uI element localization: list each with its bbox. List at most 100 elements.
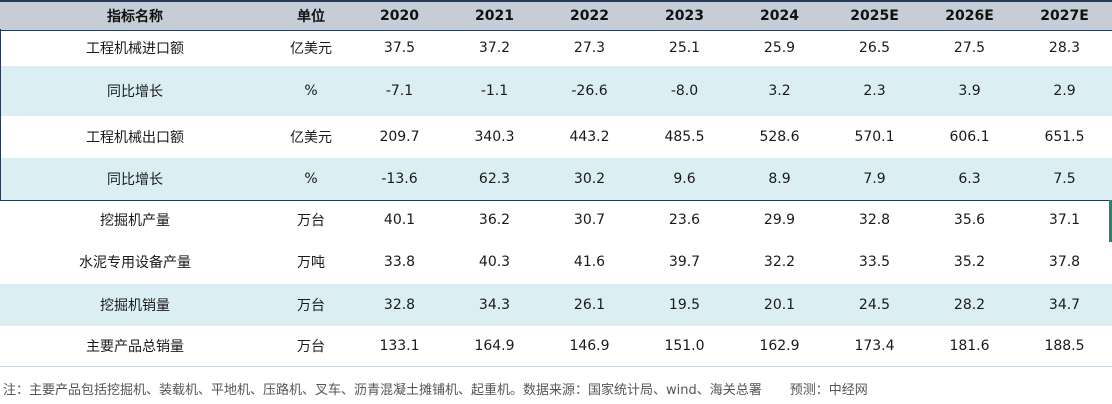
cell-value: 26.1 <box>573 297 606 313</box>
cell-value: 7.5 <box>1017 158 1112 201</box>
cell-value: 606.1 <box>949 129 990 145</box>
data-table-container: 指标名称 单位 2020 2021 2022 2023 2024 2025E 2… <box>0 0 1112 367</box>
cell-value: -1.1 <box>480 83 509 99</box>
footnote-source: 注：主要产品包括挖掘机、装载机、平地机、压路机、叉车、沥青混凝土摊铺机、起重机。… <box>3 383 762 398</box>
cell-value: 2.3 <box>863 83 886 99</box>
cell-value: 9.6 <box>637 158 732 201</box>
cell-value: 443.2 <box>569 129 610 145</box>
cell-value: 146.9 <box>542 326 637 367</box>
row-unit: 亿美元 <box>290 130 332 146</box>
cell-value: 173.4 <box>827 326 922 367</box>
cell-value: 33.5 <box>858 254 891 270</box>
cell-value: 651.5 <box>1044 129 1085 145</box>
cell-value: 162.9 <box>732 326 827 367</box>
cell-value: 37.5 <box>383 40 416 57</box>
row-unit: 万台 <box>270 326 352 367</box>
cell-value: 164.9 <box>447 326 542 367</box>
row-name: 水泥专用设备产量 <box>79 255 191 271</box>
header-year-2027e: 2027E <box>1017 0 1112 31</box>
cell-value: 27.3 <box>573 40 606 57</box>
cell-value: 29.9 <box>763 212 796 229</box>
cell-value: 485.5 <box>664 129 705 145</box>
cell-value: 26.5 <box>858 40 891 57</box>
cell-value: 35.2 <box>953 254 986 270</box>
footnote: 注：主要产品包括挖掘机、装载机、平地机、压路机、叉车、沥青混凝土摊铺机、起重机。… <box>3 379 868 398</box>
row-name: 挖掘机产量 <box>100 213 170 230</box>
cell-value: 2.9 <box>1053 83 1076 99</box>
table-row: 主要产品总销量 万台 133.1 164.9 146.9 151.0 162.9… <box>0 326 1112 367</box>
cell-value: 7.9 <box>827 158 922 201</box>
cell-value: 151.0 <box>637 326 732 367</box>
cell-value: -13.6 <box>352 158 447 201</box>
header-indicator-name: 指标名称 <box>0 0 270 31</box>
row-name: 工程机械进口额 <box>86 41 184 58</box>
cell-value: 3.2 <box>768 83 791 99</box>
scroll-accent-bar <box>1109 200 1112 242</box>
cell-value: 40.1 <box>383 212 416 229</box>
cell-value: 24.5 <box>858 297 891 313</box>
cell-value: 133.1 <box>352 326 447 367</box>
cell-value: 6.3 <box>922 158 1017 201</box>
row-name: 同比增长 <box>0 158 270 201</box>
cell-value: 39.7 <box>668 254 701 270</box>
cell-value: 36.2 <box>478 212 511 229</box>
header-year-2021: 2021 <box>447 0 542 31</box>
row-name: 主要产品总销量 <box>0 326 270 367</box>
cell-value: 181.6 <box>922 326 1017 367</box>
footnote-forecast: 预测：中经网 <box>789 383 868 398</box>
row-unit: % <box>304 83 318 99</box>
cell-value: 32.8 <box>383 297 416 313</box>
row-name: 工程机械出口额 <box>86 130 184 146</box>
cell-value: 37.2 <box>478 40 511 57</box>
cell-value: 37.1 <box>1048 212 1081 229</box>
table-row: 工程机械出口额 亿美元 209.7 340.3 443.2 485.5 528.… <box>0 116 1112 158</box>
cell-value: 209.7 <box>379 129 420 145</box>
table-header-row: 指标名称 单位 2020 2021 2022 2023 2024 2025E 2… <box>0 0 1112 31</box>
row-name: 同比增长 <box>107 84 163 100</box>
cell-value: 41.6 <box>573 254 606 270</box>
cell-value: 35.6 <box>953 212 986 229</box>
cell-value: 20.1 <box>763 297 796 313</box>
cell-value: 23.6 <box>668 212 701 229</box>
table-row: 水泥专用设备产量 万吨 33.8 40.3 41.6 39.7 32.2 33.… <box>0 240 1112 284</box>
cell-value: 30.7 <box>573 212 606 229</box>
cell-value: 8.9 <box>732 158 827 201</box>
table-row: 同比增长 % -13.6 62.3 30.2 9.6 8.9 7.9 6.3 7… <box>0 158 1112 201</box>
row-unit: 亿美元 <box>290 41 332 58</box>
cell-value: 570.1 <box>854 129 895 145</box>
header-year-2020: 2020 <box>352 0 447 31</box>
header-unit: 单位 <box>270 0 352 31</box>
cell-value: 28.2 <box>953 297 986 313</box>
table-row: 同比增长 % -7.1 -1.1 -26.6 -8.0 3.2 2.3 3.9 … <box>0 66 1112 116</box>
table-row: 挖掘机销量 万台 32.8 34.3 26.1 19.5 20.1 24.5 2… <box>0 284 1112 326</box>
cell-value: 34.3 <box>478 297 511 313</box>
cell-value: 40.3 <box>478 254 511 270</box>
row-unit: 万台 <box>297 298 325 314</box>
cell-value: 25.1 <box>668 40 701 57</box>
left-border-line <box>0 29 1 200</box>
cell-value: 30.2 <box>542 158 637 201</box>
cell-value: -26.6 <box>571 83 608 99</box>
cell-value: 340.3 <box>474 129 515 145</box>
cell-value: -8.0 <box>670 83 699 99</box>
row-unit: % <box>270 158 352 201</box>
header-year-2025e: 2025E <box>827 0 922 31</box>
header-year-2023: 2023 <box>637 0 732 31</box>
cell-value: 37.8 <box>1048 254 1081 270</box>
header-year-2024: 2024 <box>732 0 827 31</box>
cell-value: 62.3 <box>447 158 542 201</box>
row-unit: 万吨 <box>297 255 325 271</box>
cell-value: 33.8 <box>383 254 416 270</box>
cell-value: 27.5 <box>953 40 986 57</box>
header-year-2022: 2022 <box>542 0 637 31</box>
cell-value: 3.9 <box>958 83 981 99</box>
cell-value: 188.5 <box>1017 326 1112 367</box>
table-row: 工程机械进口额 亿美元 37.5 37.2 27.3 25.1 25.9 26.… <box>0 30 1112 66</box>
cell-value: -7.1 <box>385 83 414 99</box>
cell-value: 34.7 <box>1048 297 1081 313</box>
table-row: 挖掘机产量 万台 40.1 36.2 30.7 23.6 29.9 32.8 3… <box>0 200 1112 240</box>
industry-data-table: 指标名称 单位 2020 2021 2022 2023 2024 2025E 2… <box>0 0 1112 367</box>
cell-value: 25.9 <box>763 40 796 57</box>
cell-value: 19.5 <box>668 297 701 313</box>
cell-value: 28.3 <box>1048 40 1081 57</box>
